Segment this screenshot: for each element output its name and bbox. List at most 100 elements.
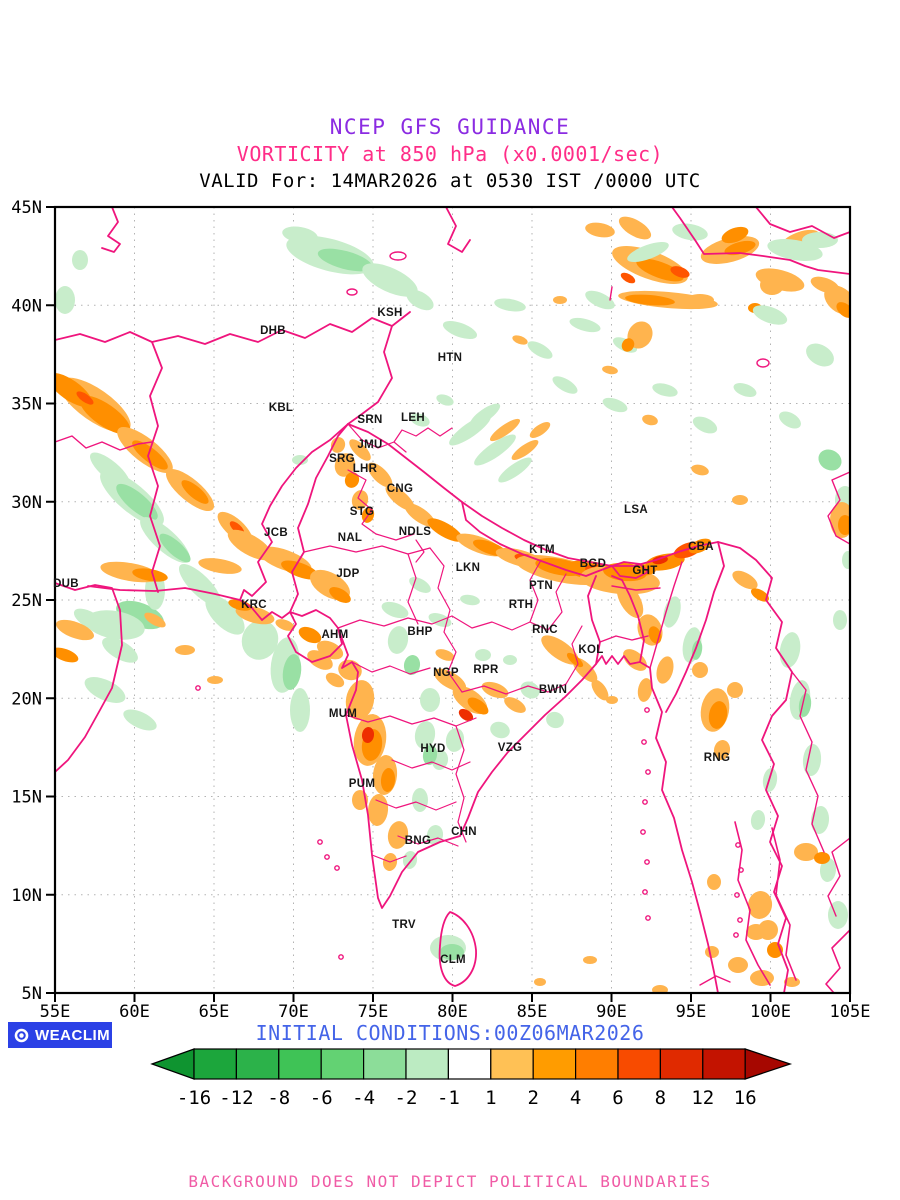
colorbar-cell (405, 1048, 450, 1080)
colorbar-label: 1 (485, 1087, 496, 1109)
colorbar-label: -1 (437, 1087, 460, 1109)
island-mark (644, 859, 650, 865)
colorbar-cell (320, 1048, 365, 1080)
boundary-line (55, 311, 411, 345)
y-tick-label: 30N (11, 493, 42, 513)
vorticity-patch (387, 626, 409, 654)
colorbar-cell (235, 1048, 280, 1080)
vorticity-patch (175, 645, 195, 655)
weaclim-logo: WEACLIM (8, 1022, 112, 1048)
station-label: HYD (420, 743, 445, 755)
station-label: MUM (329, 708, 357, 720)
vorticity-patch (436, 394, 454, 406)
boundary-line (455, 725, 467, 843)
vorticity-patch (330, 437, 346, 453)
vorticity-patch (402, 851, 418, 869)
station-label: HTN (438, 352, 463, 364)
boundary-line (55, 435, 153, 451)
vorticity-patch (746, 924, 766, 940)
vorticity-patch (527, 341, 553, 359)
colorbar-label: 2 (527, 1087, 538, 1109)
vorticity-patch (56, 619, 94, 641)
boundary-line (587, 575, 601, 665)
station-label: SRG (329, 453, 355, 465)
boundary-line (611, 585, 661, 591)
product-title: NCEP GFS GUIDANCE (329, 115, 571, 139)
vorticity-patch (329, 587, 351, 603)
boundary-line (347, 325, 393, 425)
y-tick-label: 45N (11, 198, 42, 218)
vorticity-patch (475, 649, 491, 661)
vorticity-patch (798, 693, 812, 717)
station-label: RTH (509, 599, 534, 611)
colorbar-label: 16 (734, 1087, 757, 1109)
station-label: KOL (578, 644, 603, 656)
x-tick-label: 85E (517, 1002, 548, 1022)
vorticity-patch (802, 232, 838, 248)
station-label: LEH (401, 412, 425, 424)
vorticity-patch (583, 956, 597, 964)
boundary-line (429, 547, 451, 633)
vorticity-patch (467, 697, 489, 715)
vorticity-patch (412, 788, 428, 812)
station-label: JCB (264, 527, 288, 539)
vorticity-patch (732, 570, 758, 590)
vorticity-patch (623, 649, 647, 671)
vorticity-patch (652, 383, 678, 397)
station-label: CNG (387, 483, 413, 495)
y-tick-label: 15N (11, 788, 42, 808)
boundary-line (649, 561, 683, 669)
station-label: KSH (377, 307, 402, 319)
island-mark (641, 739, 647, 745)
station-label: NAL (338, 532, 363, 544)
station-label: NDLS (399, 526, 432, 538)
vorticity-patch (442, 320, 478, 340)
boundary-line (415, 539, 425, 563)
boundary-line (671, 207, 850, 275)
vorticity-patch (833, 610, 847, 630)
station-label: KBL (269, 402, 294, 414)
island-mark (642, 889, 648, 895)
vorticity-patch (534, 978, 546, 986)
vorticity-patch (420, 688, 440, 712)
vorticity-patch (241, 620, 279, 660)
vorticity-patch (620, 272, 636, 284)
boundary-line (611, 561, 649, 579)
vorticity-patch (602, 365, 618, 375)
boundary-line (55, 582, 123, 773)
vorticity-patch (325, 672, 345, 688)
vorticity-patch (84, 677, 126, 703)
boundary-line (443, 631, 463, 693)
vorticity-patch (656, 656, 674, 684)
colorbar-cell (532, 1048, 577, 1080)
boundary-line (565, 625, 583, 685)
x-tick-label: 55E (40, 1002, 71, 1022)
vorticity-patch (621, 338, 635, 352)
vorticity-patch (652, 985, 668, 993)
boundary-line (393, 427, 453, 443)
station-label: LSA (624, 504, 648, 516)
vorticity-patch (460, 594, 480, 606)
vorticity-patch (132, 568, 168, 582)
disclaimer: BACKGROUND DOES NOT DEPICT POLITICAL BOU… (188, 1172, 712, 1191)
vorticity-patch (123, 709, 157, 731)
boundary-line (791, 671, 825, 853)
boundary-line (239, 423, 349, 601)
vorticity-patch (627, 242, 669, 262)
station-label: CBA (688, 541, 714, 553)
vorticity-patch (445, 728, 465, 752)
vorticity-patch (403, 655, 421, 675)
vorticity-patch (345, 680, 375, 720)
vorticity-patch (367, 794, 389, 826)
vorticity-patch (361, 727, 375, 743)
station-label: BNG (405, 835, 431, 847)
vorticity-patch (406, 289, 434, 311)
colorbar-cell (193, 1048, 238, 1080)
boundary-line (438, 911, 477, 987)
vorticity-patch (474, 434, 516, 466)
island-mark (640, 829, 646, 835)
vorticity-patch (591, 679, 609, 701)
vorticity-patch (503, 655, 517, 665)
